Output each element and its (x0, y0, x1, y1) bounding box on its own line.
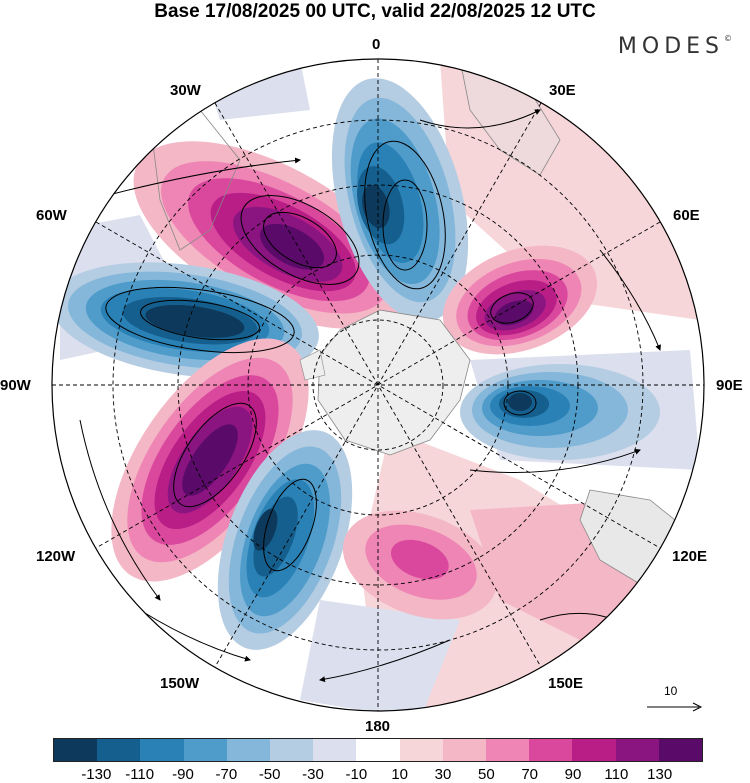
logo-text: MODES (617, 34, 724, 59)
colorbar-swatch (442, 739, 487, 761)
label-60w: 60W (36, 207, 67, 224)
positive-anomaly-s (342, 510, 498, 620)
colorbar-tick-label: 30 (434, 766, 452, 783)
label-150w: 150W (160, 675, 200, 692)
colorbar-tick-label: 10 (391, 766, 408, 783)
label-90w: 90W (0, 377, 31, 394)
colorbar-swatch (270, 739, 314, 761)
label-60e: 60E (673, 207, 700, 224)
label-180: 180 (365, 718, 391, 735)
modes-logo: MODES© (618, 34, 732, 59)
colorbar-ticks: -130 -110 -90 -70 -50 -30 -10 10 30 50 70 90 110 130 (0, 766, 750, 783)
colorbar-tick-label: 50 (477, 766, 495, 783)
colorbar-swatch (54, 739, 98, 761)
colorbar-swatch (313, 739, 357, 761)
colorbar-tick-label: 70 (521, 766, 538, 783)
colorbar-tick-label: -130 (81, 766, 112, 783)
colorbar-tick-label: -90 (172, 766, 194, 783)
colorbar-swatch (183, 739, 227, 761)
colorbar-tick-label: -70 (215, 766, 238, 783)
colorbar-tick-label: -50 (258, 766, 281, 783)
negative-anomaly-e (460, 364, 660, 460)
map-boundary (51, 58, 705, 712)
reference-vector-label: 10 (664, 684, 678, 698)
label-30e: 30E (549, 82, 576, 99)
positive-anomaly-sw (111, 338, 309, 582)
reference-vector-arrow (647, 702, 703, 712)
colorbar-tick-label: -10 (345, 766, 368, 783)
label-120w: 120W (36, 548, 76, 565)
label-150e: 150E (548, 675, 584, 692)
colorbar-swatch (97, 739, 141, 761)
colorbar-swatch (140, 739, 184, 761)
chart-title: Base 17/08/2025 00 UTC, valid 22/08/2025… (154, 1, 596, 22)
colorbar-swatch (658, 739, 703, 761)
colorbar-tick-label: 110 (604, 766, 629, 783)
negative-region (300, 600, 460, 711)
colorbar-tick-label: -110 (125, 766, 155, 783)
negative-anomaly-s (217, 430, 353, 650)
colorbar-swatch (356, 739, 400, 761)
colorbar-swatch (226, 739, 271, 761)
colorbar-tick-label: -30 (302, 766, 324, 783)
colorbar-tick-label: 90 (564, 766, 582, 783)
logo-mark: © (724, 34, 732, 43)
positive-anomaly-nw (133, 141, 407, 329)
label-120e: 120E (672, 548, 708, 565)
colorbar-swatch (529, 739, 573, 761)
label-30w: 30W (170, 82, 201, 99)
colorbar-swatch (399, 739, 443, 761)
anomaly-field (52, 59, 704, 711)
graticule (52, 59, 704, 711)
colorbar-tick-label: 130 (647, 766, 673, 783)
streamlines (79, 109, 661, 683)
label-0: 0 (372, 36, 381, 53)
colorbar-swatch (486, 739, 530, 761)
label-90e: 90E (716, 377, 743, 394)
colorbar-swatch (615, 739, 659, 761)
colorbar-swatch (572, 739, 616, 761)
colorbar (53, 738, 703, 762)
